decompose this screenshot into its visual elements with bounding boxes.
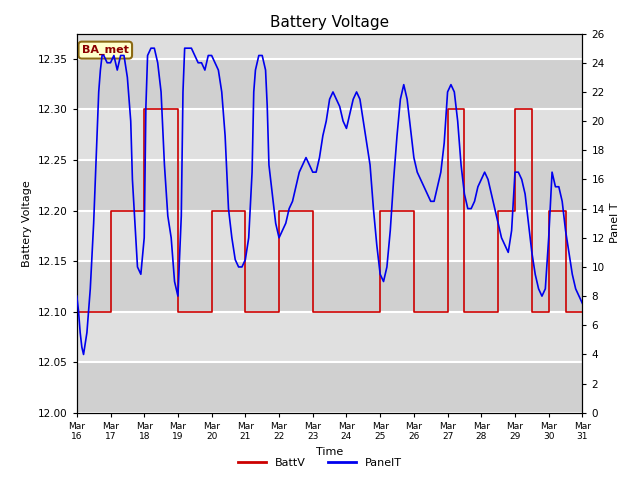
Bar [77, 362, 582, 413]
Bar [77, 211, 582, 261]
X-axis label: Time: Time [316, 447, 343, 457]
Title: Battery Voltage: Battery Voltage [270, 15, 389, 30]
Legend: BattV, PanelT: BattV, PanelT [234, 453, 406, 472]
Bar [77, 261, 582, 312]
Bar [77, 59, 582, 109]
Y-axis label: Panel T: Panel T [610, 203, 620, 243]
Text: BA_met: BA_met [82, 45, 129, 55]
Bar [77, 109, 582, 160]
Bar [77, 160, 582, 211]
Bar [77, 312, 582, 362]
Y-axis label: Battery Voltage: Battery Voltage [22, 180, 33, 266]
